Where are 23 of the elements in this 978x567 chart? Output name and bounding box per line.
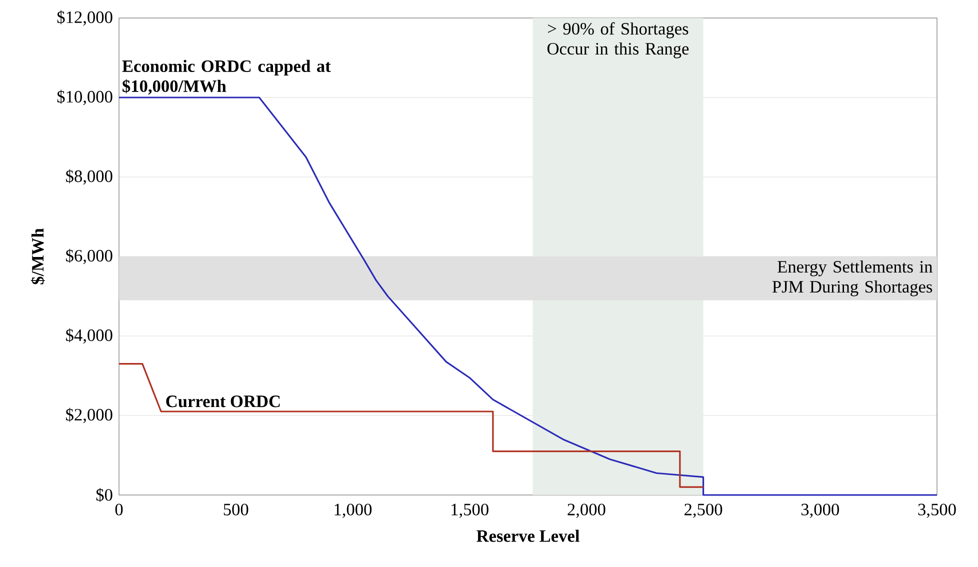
- x-axis-title: Reserve Level: [476, 530, 580, 542]
- y-tick-label: $2,000: [66, 408, 112, 424]
- x-tick-label: 500: [224, 504, 248, 516]
- x-tick-label: 3,500: [918, 504, 956, 518]
- y-tick-label: $12,000: [57, 10, 112, 26]
- y-tick-label: $10,000: [57, 90, 112, 106]
- x-tick-label: 2,000: [568, 504, 606, 518]
- band-label: > 90% of Shortages Occur in this Range: [547, 22, 689, 58]
- series-label: Current ORDC: [166, 396, 280, 408]
- x-tick-label: 1,000: [334, 504, 372, 518]
- line-series: [118, 96, 938, 496]
- line-series: [118, 363, 704, 488]
- series-label: Economic ORDC capped at $10,000/MWh: [122, 60, 331, 95]
- y-tick-label: $0: [96, 488, 112, 502]
- y-axis-title: $/MWh: [30, 228, 45, 284]
- y-tick-label: $6,000: [66, 248, 112, 264]
- y-tick-label: $8,000: [66, 169, 112, 185]
- band-label: Energy Settlements in PJM During Shortages: [772, 260, 932, 296]
- x-tick-label: 2,500: [684, 504, 722, 518]
- x-tick-label: 1,500: [452, 504, 488, 518]
- x-tick-label: 3,000: [801, 504, 839, 518]
- y-tick-label: $4,000: [66, 328, 112, 344]
- x-tick-label: 0: [115, 504, 123, 516]
